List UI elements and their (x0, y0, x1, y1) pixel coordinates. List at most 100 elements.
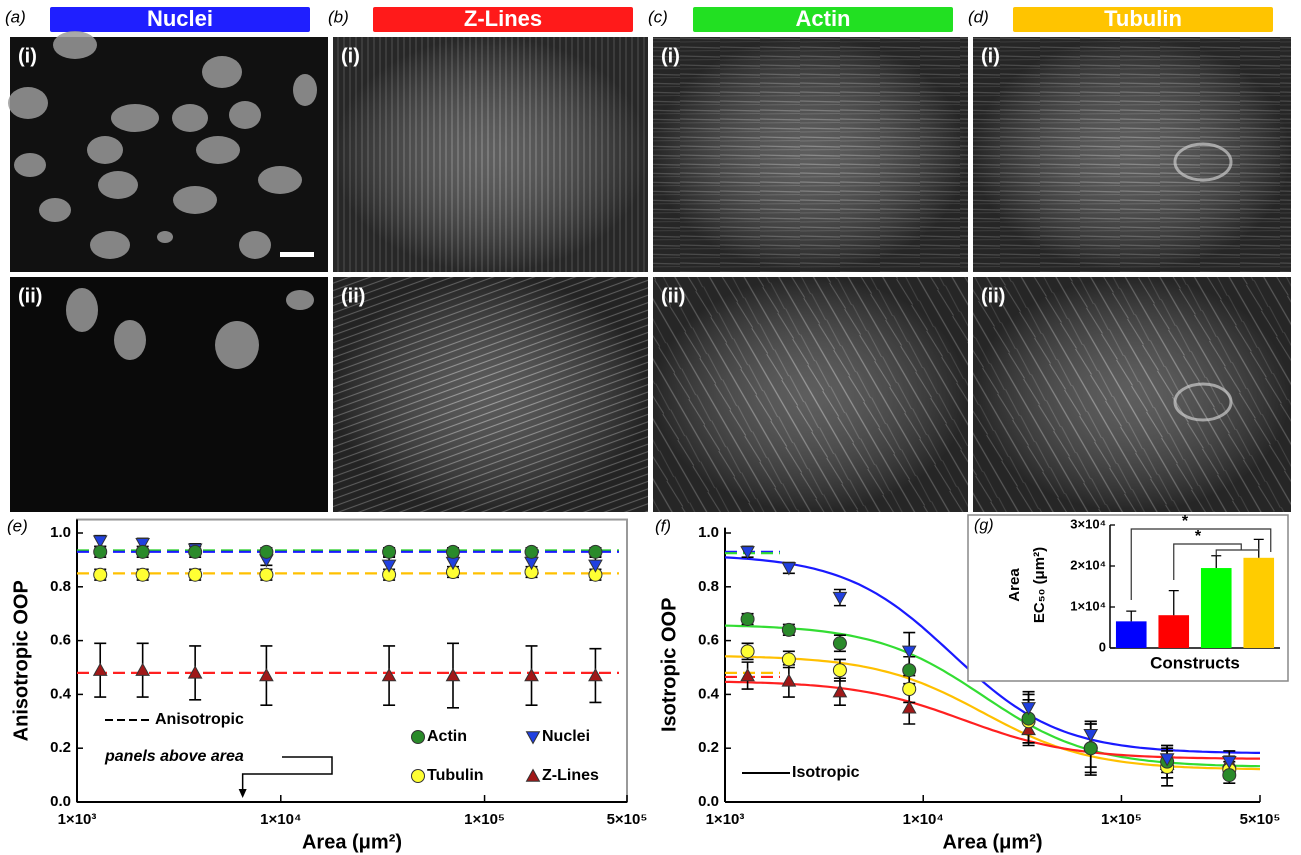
bar (1243, 558, 1274, 648)
annotation: panels above area (104, 748, 244, 765)
y-axis-title: EC₅₀ (μm²) (1031, 547, 1048, 623)
point (260, 669, 273, 681)
point (260, 545, 273, 558)
nucleus (39, 198, 71, 222)
y-tick-label: 0.2 (698, 739, 719, 756)
nucleus (157, 231, 173, 243)
nucleus (258, 166, 302, 194)
panel-letter: (b) (328, 7, 349, 26)
nucleus (114, 320, 146, 360)
point (260, 568, 273, 581)
nucleus (66, 288, 98, 332)
nucleus (90, 231, 130, 259)
x-tick-label: 1×10³ (58, 811, 97, 828)
x-tick-label: 5×10⁵ (607, 811, 648, 828)
point (136, 664, 149, 676)
nucleus (14, 153, 46, 177)
x-tick-label: 1×10⁵ (464, 811, 505, 828)
x-tick-label: 5×10⁵ (1240, 811, 1281, 828)
shading (333, 277, 648, 512)
nucleus (293, 74, 317, 106)
nucleus (202, 56, 242, 88)
legend-marker (412, 770, 425, 783)
nucleus (172, 104, 208, 132)
y-tick-label: 1.0 (698, 524, 719, 541)
point (189, 545, 202, 558)
nucleus (173, 186, 217, 214)
point (136, 568, 149, 581)
y-tick-label: 0.4 (50, 685, 72, 702)
y-axis-title: Anisotropic OOP (10, 580, 32, 741)
row-label: (ii) (341, 285, 365, 307)
nucleus (215, 321, 259, 369)
row-label: (i) (341, 45, 360, 67)
point (1223, 769, 1236, 782)
panel-letter: (c) (648, 7, 668, 26)
scale-bar (280, 252, 314, 257)
nucleus (8, 87, 48, 119)
point (741, 645, 754, 658)
fit-curve (725, 682, 1260, 759)
sig-star: * (1195, 528, 1202, 545)
point (94, 545, 107, 558)
x-tick-label: 1×10⁵ (1101, 811, 1142, 828)
legend-label: Nuclei (542, 728, 590, 745)
point (525, 545, 538, 558)
bar (1158, 615, 1189, 648)
nucleus (239, 231, 271, 259)
point (741, 669, 754, 681)
point (589, 545, 602, 558)
point (189, 568, 202, 581)
panel-letter: (d) (968, 7, 989, 26)
point (833, 637, 846, 650)
row-label: (i) (981, 45, 1000, 67)
nucleus (53, 31, 97, 59)
point (446, 669, 459, 681)
panel-title: Z-Lines (464, 6, 542, 31)
row-label: (ii) (981, 285, 1005, 307)
legend-label: Tubulin (427, 767, 484, 784)
row-label: (i) (661, 45, 680, 67)
legend-label: Actin (427, 728, 467, 745)
x-tick-label: 1×10³ (706, 811, 745, 828)
point (741, 613, 754, 626)
point (903, 664, 916, 677)
panel-letter: (f) (655, 516, 671, 535)
y-tick-label: 0.0 (698, 793, 719, 810)
panel-title: Tubulin (1104, 6, 1182, 31)
y-tick-label: 1.0 (50, 524, 71, 541)
y-axis-title: Isotropic OOP (658, 598, 680, 732)
point (782, 623, 795, 636)
panel-title: Nuclei (147, 6, 213, 31)
nucleus (87, 136, 123, 164)
y-tick-label: 0.0 (50, 793, 71, 810)
x-tick-label: 1×10⁴ (260, 811, 301, 828)
x-axis-title: Constructs (1150, 653, 1240, 672)
x-axis-title: Area (μm²) (302, 831, 402, 853)
panel-letter: (e) (7, 516, 28, 535)
annotation-arrow (243, 757, 332, 795)
y-tick-label: 0.6 (698, 632, 719, 649)
y-tick-label: 1×10⁴ (1070, 598, 1106, 613)
nucleus (111, 104, 159, 132)
y-tick-label: 2×10⁴ (1070, 557, 1106, 572)
panel-letter: (a) (5, 7, 26, 26)
point (94, 664, 107, 676)
point (94, 568, 107, 581)
x-axis-title: Area (μm²) (942, 831, 1042, 853)
shading (973, 277, 1291, 512)
point (833, 592, 846, 604)
arrow-head (239, 789, 247, 798)
panel-letter: (g) (974, 517, 994, 534)
bar (1201, 568, 1232, 648)
nucleus (196, 136, 240, 164)
legend-label: Z-Lines (542, 767, 599, 784)
row-label: (i) (18, 45, 37, 67)
y-tick-label: 0 (1099, 639, 1106, 654)
shading (973, 37, 1291, 272)
legend-label: Anisotropic (155, 711, 244, 728)
point (525, 669, 538, 681)
y-tick-label: 0.2 (50, 739, 71, 756)
shading (653, 277, 968, 512)
